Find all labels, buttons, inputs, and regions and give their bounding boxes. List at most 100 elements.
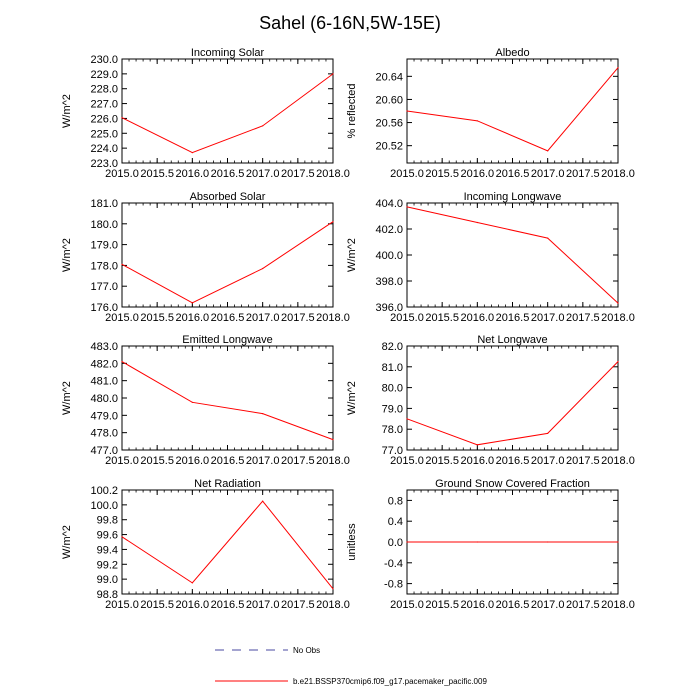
y-tick-label: 396.0 bbox=[375, 302, 403, 314]
data-point bbox=[406, 418, 408, 420]
y-tick-label: 179.0 bbox=[90, 240, 118, 252]
x-tick-label: 2015.0 bbox=[390, 599, 424, 611]
y-tick-label: 177.0 bbox=[90, 281, 118, 293]
data-point bbox=[191, 152, 193, 154]
x-tick-label: 2017.0 bbox=[246, 599, 280, 611]
panel-5: Net Longwave W/m^2 2015.0 2015.5 2016.0 2016.… bbox=[346, 334, 635, 467]
x-tick-label: 2016.5 bbox=[496, 168, 530, 180]
x-tick-label: 2016.5 bbox=[496, 455, 530, 467]
x-tick-label: 2016.0 bbox=[461, 455, 495, 467]
y-tick-label: 181.0 bbox=[90, 198, 118, 210]
x-tick-label: 2017.5 bbox=[281, 168, 315, 180]
data-point bbox=[476, 444, 478, 446]
x-tick-label: 2018.0 bbox=[601, 168, 635, 180]
y-tick-label: 480.0 bbox=[90, 393, 118, 405]
y-tick-label: 0.4 bbox=[388, 516, 403, 528]
x-tick-label: 2016.0 bbox=[176, 168, 210, 180]
y-tick-label: 99.4 bbox=[97, 544, 118, 556]
plot-frame bbox=[406, 202, 619, 308]
y-tick-label: 77.0 bbox=[382, 445, 403, 457]
y-tick-label: 229.0 bbox=[90, 69, 118, 81]
panel-title: Net Radiation bbox=[194, 478, 261, 490]
y-tick-label: 482.0 bbox=[90, 358, 118, 370]
x-tick-label: 2018.0 bbox=[601, 599, 635, 611]
y-tick-label: 79.0 bbox=[382, 403, 403, 415]
y-tick-label: 227.0 bbox=[90, 99, 118, 111]
data-point bbox=[332, 588, 334, 590]
y-tick-label: 78.0 bbox=[382, 424, 403, 436]
y-tick-label: 99.8 bbox=[97, 515, 118, 527]
x-tick-label: 2018.0 bbox=[601, 312, 635, 324]
y-tick-label: 224.0 bbox=[90, 143, 118, 155]
x-tick-label: 2016.0 bbox=[461, 312, 495, 324]
x-tick-label: 2015.0 bbox=[105, 168, 139, 180]
x-tick-label: 2016.0 bbox=[176, 455, 210, 467]
x-tick-label: 2017.0 bbox=[531, 599, 565, 611]
x-tick-label: 2018.0 bbox=[316, 455, 350, 467]
y-tick-label: 404.0 bbox=[375, 198, 403, 210]
panel-title: Absorbed Solar bbox=[190, 191, 266, 203]
y-axis-label: W/m^2 bbox=[61, 238, 73, 272]
x-tick-label: 2017.0 bbox=[246, 168, 280, 180]
y-tick-label: -0.4 bbox=[384, 558, 403, 570]
y-axis-label: W/m^2 bbox=[61, 94, 73, 128]
series-line bbox=[406, 67, 619, 152]
panel-title: Ground Snow Covered Fraction bbox=[435, 478, 590, 490]
y-tick-label: 82.0 bbox=[382, 341, 403, 353]
panel-6: Net Radiation W/m^2 2015.0 2015.5 2016.0 2016… bbox=[61, 478, 350, 611]
y-tick-label: 477.0 bbox=[90, 445, 118, 457]
x-tick-label: 2016.5 bbox=[211, 312, 245, 324]
y-tick-label: 228.0 bbox=[90, 84, 118, 96]
data-point bbox=[406, 541, 408, 543]
x-tick-label: 2016.0 bbox=[176, 312, 210, 324]
y-tick-label: 100.2 bbox=[90, 485, 118, 497]
y-tick-label: 223.0 bbox=[90, 158, 118, 170]
series-line bbox=[121, 73, 334, 154]
x-tick-label: 2015.5 bbox=[140, 168, 174, 180]
data-point bbox=[121, 117, 123, 119]
y-tick-label: 80.0 bbox=[382, 383, 403, 395]
y-axis-label: W/m^2 bbox=[346, 381, 358, 415]
x-tick-label: 2015.5 bbox=[425, 599, 459, 611]
y-tick-label: 100.0 bbox=[90, 500, 118, 512]
y-tick-label: 226.0 bbox=[90, 113, 118, 125]
x-tick-label: 2018.0 bbox=[316, 168, 350, 180]
data-point bbox=[262, 125, 264, 127]
y-axis-label: W/m^2 bbox=[61, 525, 73, 559]
x-tick-label: 2015.0 bbox=[390, 168, 424, 180]
data-point bbox=[121, 536, 123, 538]
x-tick-label: 2016.0 bbox=[461, 599, 495, 611]
data-point bbox=[476, 120, 478, 122]
x-tick-label: 2016.5 bbox=[211, 168, 245, 180]
y-tick-label: 99.6 bbox=[97, 530, 118, 542]
data-point bbox=[476, 221, 478, 224]
x-tick-label: 2015.5 bbox=[425, 168, 459, 180]
y-axis-label: W/m^2 bbox=[346, 238, 358, 272]
y-tick-label: 20.60 bbox=[375, 94, 403, 106]
x-tick-label: 2015.5 bbox=[140, 455, 174, 467]
data-point bbox=[617, 361, 619, 363]
series-line bbox=[121, 221, 334, 304]
y-tick-label: 398.0 bbox=[375, 276, 403, 288]
plot-frame bbox=[406, 58, 619, 164]
legend-obs-label: No Obs bbox=[293, 646, 320, 655]
y-tick-label: -0.8 bbox=[384, 579, 403, 591]
plot-frame bbox=[406, 345, 619, 451]
data-point bbox=[332, 221, 334, 223]
data-point bbox=[547, 150, 549, 152]
x-tick-label: 2015.0 bbox=[390, 312, 424, 324]
x-tick-label: 2016.5 bbox=[496, 599, 530, 611]
y-tick-label: 400.0 bbox=[375, 250, 403, 262]
x-tick-label: 2017.0 bbox=[246, 455, 280, 467]
x-tick-label: 2017.0 bbox=[531, 168, 565, 180]
data-point bbox=[262, 267, 264, 270]
x-tick-label: 2017.5 bbox=[566, 599, 600, 611]
y-tick-label: 20.56 bbox=[375, 118, 403, 130]
x-tick-label: 2018.0 bbox=[316, 599, 350, 611]
y-tick-label: 478.0 bbox=[90, 428, 118, 440]
data-point bbox=[547, 432, 549, 434]
plot-frame bbox=[121, 345, 334, 451]
panel-3: Incoming Longwave W/m^2 2015.0 2015.5 2016.0… bbox=[346, 191, 635, 324]
